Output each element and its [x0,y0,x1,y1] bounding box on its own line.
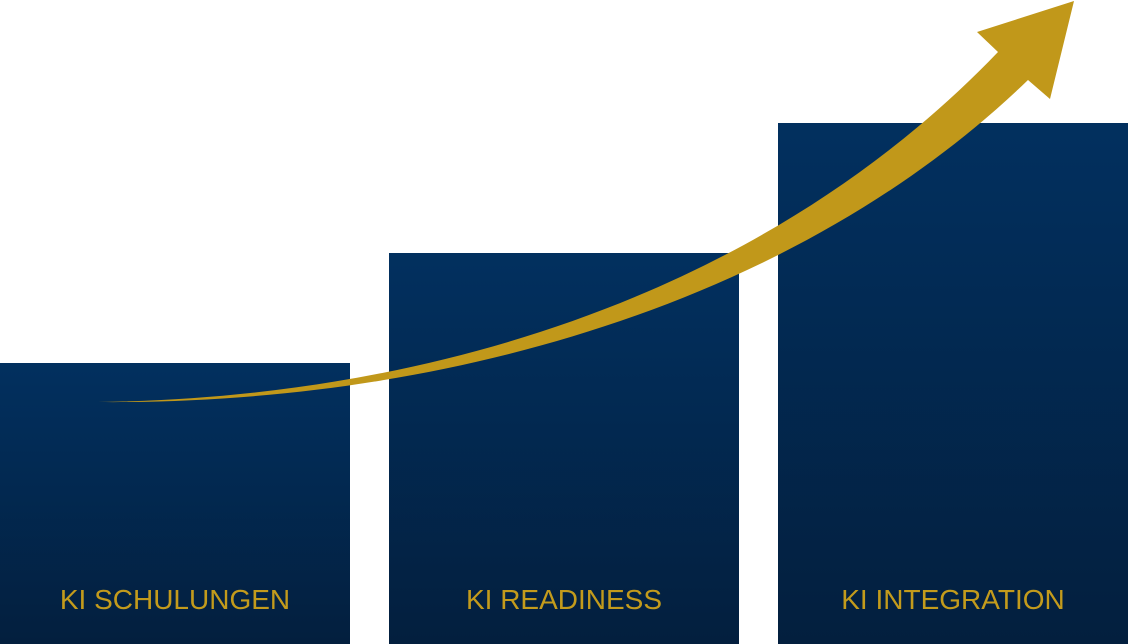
arrow-shape [98,1,1074,403]
step-label: KI READINESS [465,584,663,615]
step-label: KI INTEGRATION [841,584,1065,615]
step-bar-ki-schulungen: KI SCHULUNGEN [0,363,350,644]
step-bar-ki-readiness: KI READINESS [389,253,739,644]
step-label: KI SCHULUNGEN [59,584,291,615]
